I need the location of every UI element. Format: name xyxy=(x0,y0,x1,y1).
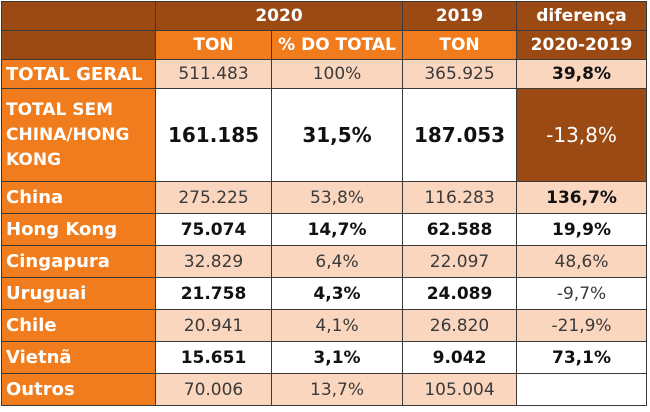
header-corner xyxy=(1,1,156,31)
cell-diff: 19,9% xyxy=(516,213,648,246)
cell-pct: 53,8% xyxy=(270,181,404,214)
cell-ton-2019: 116.283 xyxy=(402,181,518,214)
cell-pct: 4,3% xyxy=(270,277,404,310)
row-label: Chile xyxy=(1,309,156,342)
header-row-units: TON % DO TOTAL TON 2020-2019 xyxy=(1,30,648,60)
cell-ton-2020: 32.829 xyxy=(155,245,272,278)
table-row: Chile 20.941 4,1% 26.820 -21,9% xyxy=(1,309,648,342)
cell-diff: -13,8% xyxy=(516,88,648,182)
cell-diff: 39,8% xyxy=(516,59,648,89)
row-label: Cingapura xyxy=(1,245,156,278)
row-label: TOTAL SEM CHINA/HONG KONG xyxy=(1,88,156,182)
table-row: TOTAL GERAL 511.483 100% 365.925 39,8% xyxy=(1,59,648,89)
header-pct-total: % DO TOTAL xyxy=(270,30,404,60)
cell-pct: 4,1% xyxy=(270,309,404,342)
table-row: Cingapura 32.829 6,4% 22.097 48,6% xyxy=(1,245,648,278)
row-label: Uruguai xyxy=(1,277,156,310)
cell-ton-2019: 26.820 xyxy=(402,309,518,342)
table-row: China 275.225 53,8% 116.283 136,7% xyxy=(1,181,648,214)
cell-ton-2020: 20.941 xyxy=(155,309,272,342)
cell-ton-2020: 161.185 xyxy=(155,88,272,182)
cell-ton-2019: 9.042 xyxy=(402,341,518,374)
cell-ton-2019: 62.588 xyxy=(402,213,518,246)
header-corner-2 xyxy=(1,30,156,60)
row-label: China xyxy=(1,181,156,214)
cell-diff: 73,1% xyxy=(516,341,648,374)
header-diff-line2: 2020-2019 xyxy=(516,30,648,60)
header-row-years: 2020 2019 diferença xyxy=(1,1,648,31)
export-table: 2020 2019 diferença TON % DO TOTAL TON 2… xyxy=(1,1,648,406)
cell-ton-2020: 15.651 xyxy=(155,341,272,374)
cell-pct: 100% xyxy=(270,59,404,89)
cell-ton-2019: 105.004 xyxy=(402,373,518,406)
table-row: Vietnã 15.651 3,1% 9.042 73,1% xyxy=(1,341,648,374)
table-row: Outros 70.006 13,7% 105.004 xyxy=(1,373,648,406)
cell-ton-2020: 70.006 xyxy=(155,373,272,406)
cell-ton-2020: 511.483 xyxy=(155,59,272,89)
cell-pct: 14,7% xyxy=(270,213,404,246)
cell-pct: 31,5% xyxy=(270,88,404,182)
table-row: TOTAL SEM CHINA/HONG KONG 161.185 31,5% … xyxy=(1,88,648,182)
row-label: Outros xyxy=(1,373,156,406)
cell-ton-2020: 75.074 xyxy=(155,213,272,246)
cell-pct: 3,1% xyxy=(270,341,404,374)
cell-ton-2019: 187.053 xyxy=(402,88,518,182)
header-diff-line1: diferença xyxy=(516,1,648,31)
table-row: Hong Kong 75.074 14,7% 62.588 19,9% xyxy=(1,213,648,246)
cell-ton-2020: 275.225 xyxy=(155,181,272,214)
cell-diff xyxy=(516,373,648,406)
header-2019: 2019 xyxy=(402,1,518,31)
cell-diff: -21,9% xyxy=(516,309,648,342)
row-label: Hong Kong xyxy=(1,213,156,246)
row-label: TOTAL GERAL xyxy=(1,59,156,89)
cell-ton-2019: 365.925 xyxy=(402,59,518,89)
cell-diff: 136,7% xyxy=(516,181,648,214)
cell-pct: 13,7% xyxy=(270,373,404,406)
cell-pct: 6,4% xyxy=(270,245,404,278)
cell-ton-2019: 24.089 xyxy=(402,277,518,310)
cell-diff: -9,7% xyxy=(516,277,648,310)
cell-diff: 48,6% xyxy=(516,245,648,278)
table-row: Uruguai 21.758 4,3% 24.089 -9,7% xyxy=(1,277,648,310)
cell-ton-2019: 22.097 xyxy=(402,245,518,278)
row-label: Vietnã xyxy=(1,341,156,374)
header-2020: 2020 xyxy=(154,1,404,31)
header-ton-2020: TON xyxy=(155,30,272,60)
cell-ton-2020: 21.758 xyxy=(155,277,272,310)
header-ton-2019: TON xyxy=(402,30,518,60)
